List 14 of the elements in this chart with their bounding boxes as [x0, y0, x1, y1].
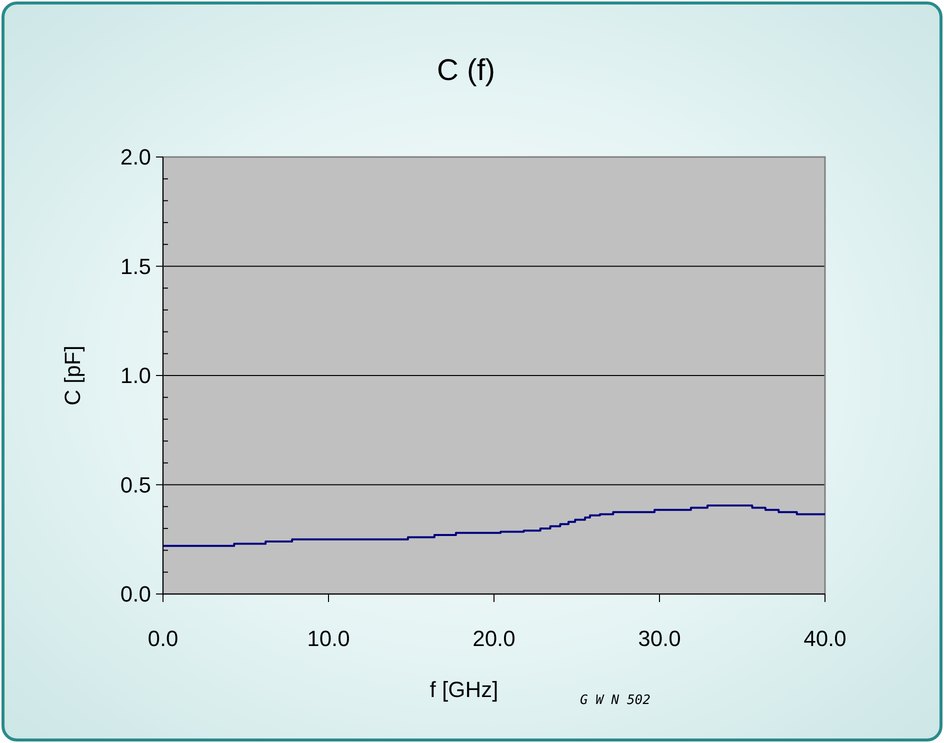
x-tick-label: 0.0 [148, 626, 178, 651]
x-axis-title: f [GHz] [430, 677, 498, 702]
y-tick-label: 1.0 [120, 363, 151, 388]
x-tick-label: 40.0 [804, 626, 846, 651]
x-tick-label: 20.0 [472, 626, 516, 651]
x-tick-label: 10.0 [307, 626, 350, 651]
x-tick-label: 30.0 [638, 626, 681, 651]
chart-title: C (f) [436, 54, 496, 87]
y-tick-label: 2.0 [120, 144, 151, 170]
y-axis-title: C [pF] [60, 346, 85, 406]
y-tick-label: 0.5 [120, 472, 151, 498]
y-tick-label: 0.0 [120, 582, 151, 607]
y-tick-label: 1.5 [120, 254, 151, 279]
text: G W N 502 [580, 693, 651, 708]
